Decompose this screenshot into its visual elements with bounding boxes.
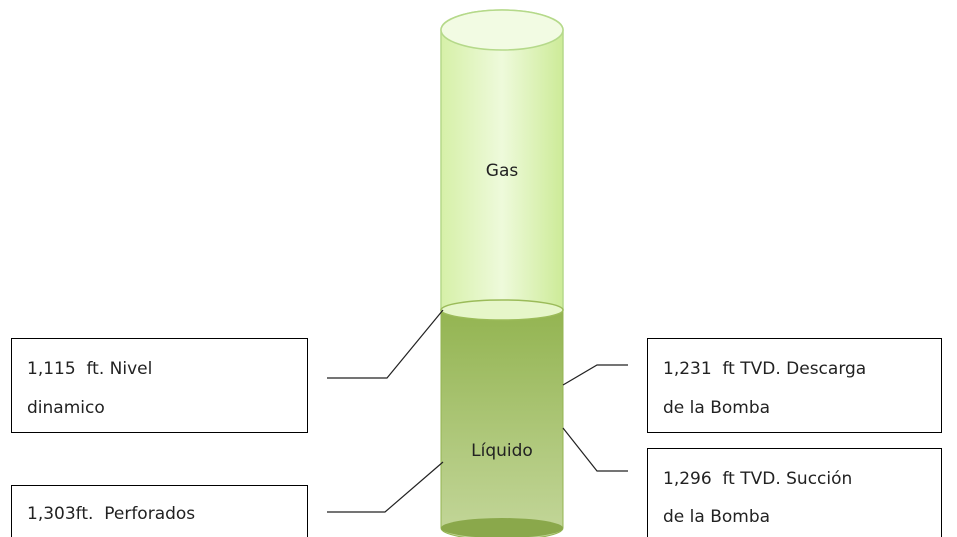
callout: 1,115 ft. Nivel dinamico — [12, 339, 308, 433]
callout-text: 1,231 ft TVD. Descarga — [663, 359, 866, 379]
callout-text: 1,296 ft TVD. Succión — [663, 469, 852, 489]
connector — [327, 310, 443, 378]
callout-text: dinamico — [27, 398, 105, 418]
callout: 1,296 ft TVD. Succión de la Bomba — [648, 449, 942, 537]
liquid-label: Líquido — [471, 441, 533, 461]
callout: 1,303ft. Perforados — [12, 486, 308, 537]
liquid-section — [441, 310, 563, 537]
callout-text: de la Bomba — [663, 398, 770, 418]
callout-box — [648, 339, 942, 433]
connector — [563, 365, 628, 385]
callout-box — [12, 339, 308, 433]
cylinder-top — [441, 10, 563, 50]
callout-text: de la Bomba — [663, 507, 770, 527]
liquid-surface — [441, 300, 563, 320]
callout-text: 1,303ft. Perforados — [27, 504, 195, 524]
gas-section — [441, 10, 563, 310]
gas-label: Gas — [486, 161, 519, 181]
connector — [327, 462, 443, 512]
callout: 1,231 ft TVD. Descarga de la Bomba — [648, 339, 942, 433]
callout-text: 1,115 ft. Nivel — [27, 359, 152, 379]
connector — [563, 428, 628, 471]
cylinder: Gas Líquido — [441, 10, 563, 537]
diagram: Gas Líquido 1,115 ft. Nivel dinamico 1,3… — [0, 0, 957, 537]
